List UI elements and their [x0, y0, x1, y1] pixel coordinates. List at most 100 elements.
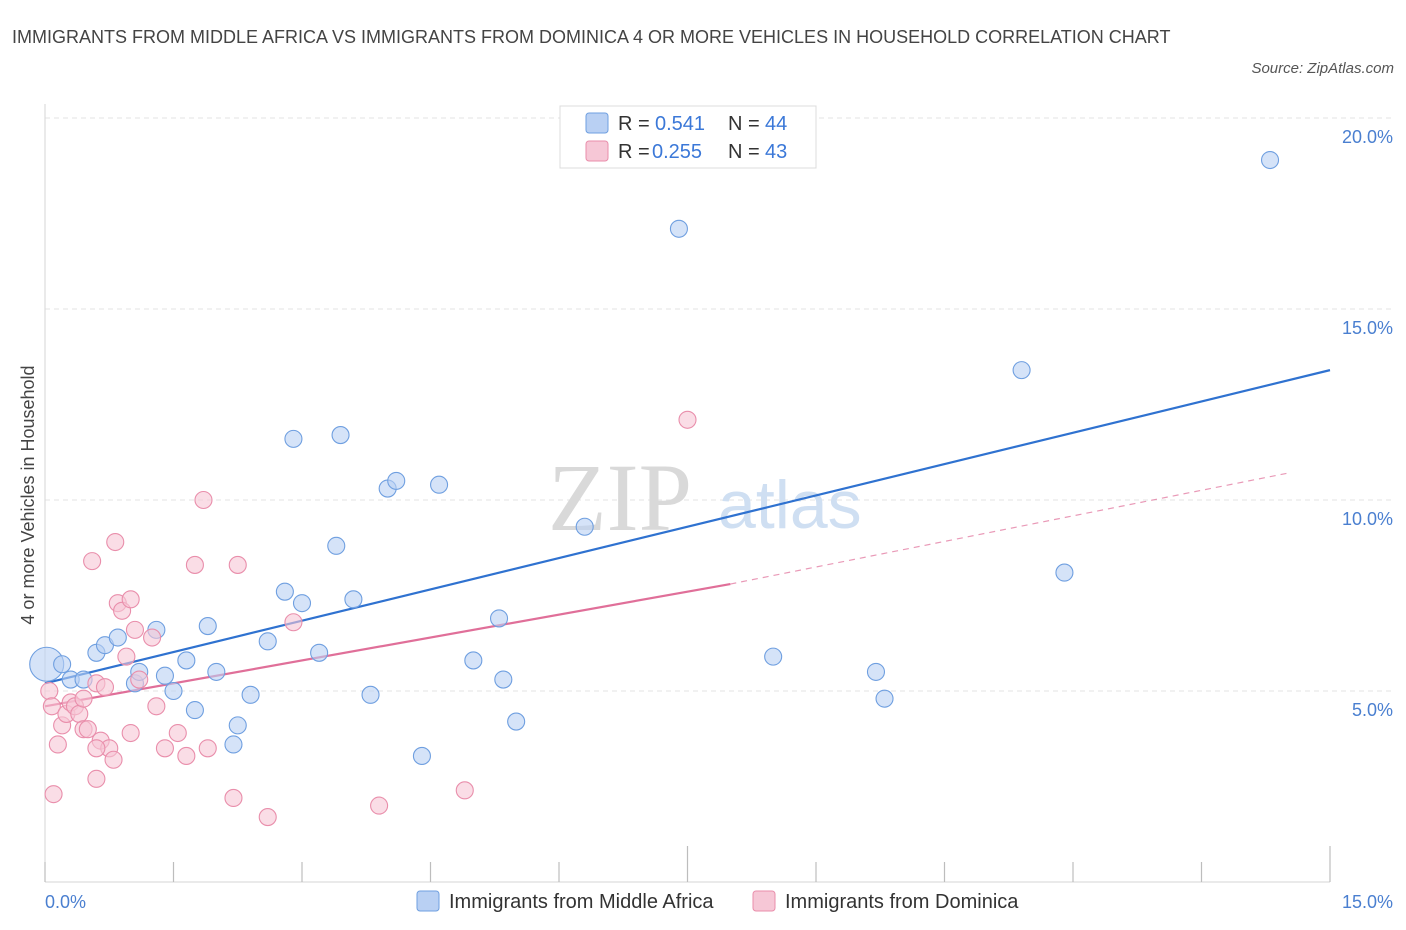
point-middle-africa [177, 651, 196, 670]
point-middle-africa [344, 590, 363, 609]
legend-r-value-1: 0.541 [655, 113, 705, 135]
series-legend: Immigrants from Middle Africa Immigrants… [416, 890, 1019, 913]
point-middle-africa [53, 655, 72, 674]
legend-r-label-2: R = [618, 141, 650, 163]
series-legend-label-dominica: Immigrants from Dominica [785, 891, 1019, 913]
stats-legend: R = 0.541 N = 44 R = 0.255 N = 43 [559, 105, 817, 169]
point-dominica [83, 552, 102, 571]
y-tick-label: 20.0% [1342, 127, 1393, 147]
point-middle-africa [228, 716, 247, 735]
point-middle-africa [258, 632, 277, 651]
legend-swatch-dominica [585, 140, 609, 162]
point-dominica [48, 735, 67, 754]
watermark: ZIP atlas [548, 444, 862, 551]
trend-line-dominica [44, 582, 731, 708]
point-dominica [185, 555, 204, 574]
point-middle-africa [292, 594, 312, 613]
point-middle-africa [275, 582, 294, 601]
point-dominica [44, 785, 63, 804]
point-middle-africa [669, 219, 688, 238]
legend-swatch-middle-africa [585, 112, 609, 134]
point-dominica [121, 723, 140, 743]
point-middle-africa [185, 701, 204, 720]
point-middle-africa [207, 662, 226, 681]
watermark-atlas: atlas [718, 467, 862, 543]
point-dominica [284, 613, 303, 632]
point-dominica [117, 647, 136, 666]
point-dominica [370, 796, 389, 815]
point-dominica [678, 410, 697, 429]
point-dominica [258, 808, 277, 827]
point-middle-africa [494, 670, 513, 689]
point-dominica [87, 739, 106, 758]
point-dominica [42, 697, 61, 716]
point-middle-africa [464, 651, 483, 670]
point-middle-africa [764, 647, 783, 666]
point-middle-africa [327, 536, 346, 555]
legend-r-value-2: 0.255 [652, 141, 702, 163]
point-middle-africa [412, 746, 431, 765]
chart-source: Source: ZipAtlas.com [1251, 60, 1394, 77]
legend-n-value-1: 44 [765, 113, 787, 135]
point-dominica [228, 555, 247, 574]
watermark-zip: ZIP [548, 444, 692, 551]
y-axis-tick-labels: 5.0% 10.0% 15.0% 20.0% [1342, 127, 1393, 720]
point-dominica [177, 746, 196, 765]
trend-line-middle-africa [44, 369, 1331, 685]
point-dominica [168, 723, 187, 743]
point-dominica [155, 739, 174, 758]
point-middle-africa [866, 662, 886, 681]
point-dominica [74, 689, 93, 708]
legend-n-label-1: N = [728, 113, 760, 135]
point-dominica [87, 769, 106, 788]
data-points [29, 150, 1280, 827]
trend-lines [44, 369, 1331, 708]
point-middle-africa [224, 735, 243, 754]
point-middle-africa [164, 681, 183, 701]
point-middle-africa [1012, 361, 1031, 380]
point-dominica [106, 532, 125, 552]
point-middle-africa [310, 643, 329, 662]
point-middle-africa [387, 471, 406, 490]
x-tick-label-max: 15.0% [1342, 892, 1393, 912]
point-middle-africa [108, 628, 127, 647]
legend-r-label-1: R = [618, 113, 650, 135]
point-middle-africa [875, 689, 894, 708]
y-tick-label: 5.0% [1352, 700, 1393, 720]
point-dominica [143, 628, 162, 647]
point-dominica [224, 788, 243, 808]
point-middle-africa [507, 712, 526, 731]
y-tick-label: 15.0% [1342, 318, 1393, 338]
point-dominica [40, 681, 59, 701]
point-middle-africa [241, 685, 260, 704]
y-tick-label: 10.0% [1342, 509, 1393, 529]
y-axis-title: 4 or more Vehicles in Household [18, 365, 38, 624]
x-tick-label-min: 0.0% [45, 892, 86, 912]
point-middle-africa [575, 517, 594, 536]
point-middle-africa [1055, 563, 1074, 582]
series-legend-swatch-middle-africa [416, 890, 440, 912]
point-dominica [121, 590, 140, 609]
point-middle-africa [155, 666, 174, 685]
legend-n-label-2: N = [728, 141, 760, 163]
point-dominica [125, 620, 144, 639]
legend-n-value-2: 43 [765, 141, 787, 163]
point-middle-africa [331, 426, 350, 445]
point-dominica [455, 781, 474, 800]
point-dominica [130, 670, 149, 689]
point-dominica [104, 750, 123, 769]
chart-title: IMMIGRANTS FROM MIDDLE AFRICA VS IMMIGRA… [12, 27, 1171, 47]
point-middle-africa [430, 475, 449, 494]
point-middle-africa [1260, 150, 1280, 170]
trend-line-dominica-extension [730, 472, 1288, 585]
point-dominica [78, 720, 97, 739]
point-dominica [95, 678, 115, 697]
point-dominica [147, 697, 166, 716]
x-axis-ticks [44, 846, 1331, 882]
point-middle-africa [198, 617, 217, 636]
point-middle-africa [489, 609, 509, 628]
series-legend-label-middle-africa: Immigrants from Middle Africa [449, 891, 714, 913]
point-dominica [70, 704, 89, 723]
point-middle-africa [361, 685, 380, 704]
